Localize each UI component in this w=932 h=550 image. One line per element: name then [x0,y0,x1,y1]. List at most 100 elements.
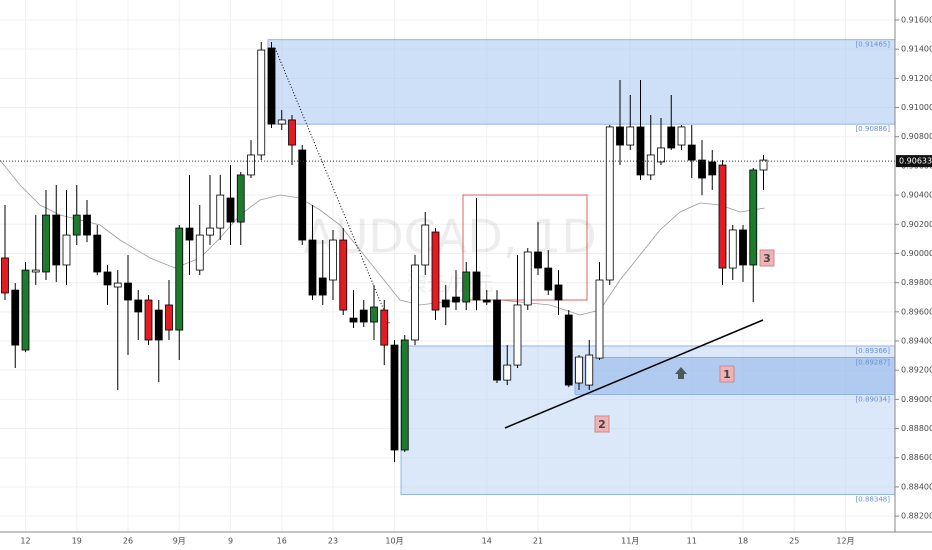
candle-body [103,271,112,286]
candle-body [277,119,286,125]
candles-layer [1,42,768,463]
candle-body [93,234,102,273]
candle-body [318,277,327,296]
y-tick-label: 0.91200 [901,74,932,83]
y-tick-label: 0.90800 [901,132,932,141]
candle-body [134,299,143,313]
y-tick-label: 0.91600 [901,15,932,24]
candle-body [544,267,553,291]
x-tick-label: 19 [72,537,82,546]
marker-box [594,415,610,433]
candle-body [523,251,532,306]
candle-body [83,214,91,236]
marker-label: 2 [598,418,606,431]
x-tick-label: 23 [328,537,338,546]
candle-body [144,299,153,341]
candle-body [636,126,645,176]
x-tick-label: 9 [228,537,233,546]
candle-body [390,344,399,451]
candle-body [534,251,542,269]
y-tick-label: 0.91400 [901,45,932,54]
candle-body [195,234,204,271]
candle-body [1,257,9,294]
y-tick-label: 0.90000 [901,249,932,258]
x-tick-label: 16 [277,537,287,546]
candle-body [206,227,214,236]
y-tick-label: 0.89200 [901,366,932,375]
candle-body [329,239,337,281]
y-tick-label: 0.91000 [901,103,932,112]
marker-box [719,365,735,383]
candle-body [698,159,706,179]
x-tick-label: 26 [123,537,133,546]
candle-body [441,299,450,308]
candle-body [185,227,194,241]
candle-body [718,164,727,269]
x-tick-label: 18 [738,537,748,546]
arrow-up-icon [675,367,687,379]
candle-body [677,126,686,146]
candle-body [564,314,573,386]
x-tick-label: 12月 [836,537,854,546]
zone-label: [0.90886] [856,125,891,133]
candle-body [616,126,624,146]
candle-body [298,149,307,241]
candle-body [380,309,389,346]
y-tick-label: 0.90200 [901,220,932,229]
marker-box [759,249,775,267]
candle-body [605,126,614,281]
candle-body [216,194,225,229]
candle-body [462,271,471,303]
candle-body [585,354,594,386]
candle-body [165,304,173,331]
candle-body [687,144,696,161]
candle-body [124,282,132,301]
candle-body [257,49,266,156]
last-price-label: 0.90633 [899,157,932,166]
candle-body [359,309,368,323]
candle-body [595,279,604,359]
y-tick-label: 0.88400 [901,482,932,491]
candle-body [154,309,163,341]
zone-label: [0.91465] [856,41,891,49]
y-tick-label: 0.88800 [901,424,932,433]
candle-body [31,269,40,273]
candle-body [431,231,440,311]
zone-label: [0.89366] [856,347,891,355]
background-layer [0,0,896,532]
zone-label: [0.89034] [856,395,891,403]
x-tick-label: 21 [533,537,543,546]
y-tick-label: 0.89400 [901,336,932,345]
y-tick-label: 0.90400 [901,191,932,200]
candle-body [411,264,419,341]
y-tick-label: 0.88200 [901,512,932,521]
moving-average [0,159,766,316]
zone [267,39,896,125]
candle-body [236,174,245,223]
candle-body [175,227,184,331]
dotted-line [274,47,391,326]
candle-body [308,239,317,296]
candle-body [247,154,255,176]
x-tick-label: 11月 [621,537,639,546]
candle-body [52,214,61,266]
watermark: AUDCAD, 1D [303,210,597,264]
x-tick-label: 25 [789,537,799,546]
x-tick-label: 11 [687,537,697,546]
candle-body [267,47,276,125]
candle-body [708,161,717,176]
candle-body [646,154,655,176]
candle-body [759,159,768,171]
candle-body [370,306,378,323]
y-tick-label: 0.89600 [901,307,932,316]
candle-body [11,289,20,346]
candle-body [421,224,430,266]
y-tick-label: 0.88600 [901,453,932,462]
candle-body [482,299,491,303]
candle-body [113,282,122,288]
zone-label: [0.88348] [856,496,891,504]
candle-body [513,304,522,366]
candle-body [400,339,409,451]
candle-body [667,126,676,149]
